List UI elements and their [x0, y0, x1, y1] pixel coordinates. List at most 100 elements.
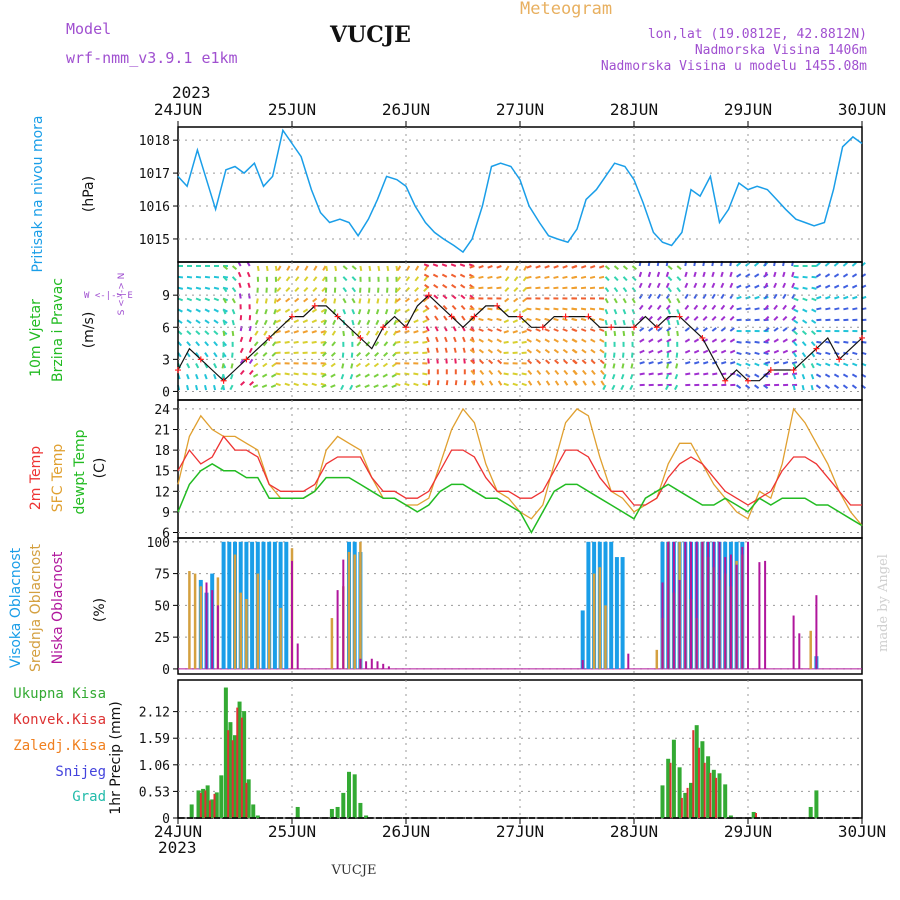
y-tick-label: 24	[154, 403, 170, 418]
cloud-bar-low	[291, 560, 293, 669]
precip-bar-total	[660, 785, 665, 818]
meteogram-title: Meteogram	[520, 0, 612, 19]
precip-bar-convective	[686, 787, 689, 818]
y-tick-label: 1015	[139, 233, 170, 248]
cloud-ylabel-high: Visoka Oblacnost	[8, 547, 24, 668]
precip-bar-total	[723, 784, 728, 818]
precip-bar-total	[196, 790, 201, 818]
precip-bar-convective	[240, 717, 243, 818]
y-tick-label: 15	[154, 465, 170, 480]
precip-bar-total	[814, 790, 819, 818]
wind-speed-marker	[311, 302, 318, 309]
wind-speed-marker	[403, 324, 409, 331]
wind-speed-marker	[266, 334, 273, 341]
cloud-bar-low	[690, 541, 692, 669]
wind-speed-marker	[539, 324, 546, 331]
y-tick-label: 3	[162, 353, 170, 368]
x-tick-label-top: 28JUN	[610, 100, 658, 119]
x-tick-label-top: 24JUN	[154, 100, 202, 119]
wind-speed-marker	[425, 292, 432, 299]
y-tick-label: 0	[162, 385, 170, 400]
cloud-bar-low	[792, 615, 795, 669]
cloud-bar-low	[342, 559, 345, 669]
precip-bar-total	[671, 739, 676, 818]
temp-ylabel-2m: 2m Temp	[28, 446, 44, 510]
cloud-bar-mid	[233, 554, 237, 669]
y-tick-label: 0	[162, 812, 170, 827]
cloud-bar-mid	[239, 592, 242, 669]
pressure-unit: (hPa)	[81, 176, 97, 212]
dewpt-line	[177, 463, 863, 535]
y-tick-label: 1018	[139, 134, 170, 149]
wind-speed-marker	[197, 356, 204, 363]
cloud-bar-low	[581, 660, 584, 669]
precip-bar-convective	[692, 730, 695, 818]
precip-bar-total	[214, 792, 219, 818]
wind-compass-vertical: S <-|-> N	[117, 273, 127, 316]
cloud-bar-low	[678, 579, 681, 669]
precip-bar-convective	[227, 730, 230, 818]
precip-bar-total	[700, 741, 705, 818]
y-tick-label: 21	[154, 424, 170, 439]
precip-legend-label-4: Grad	[72, 789, 106, 805]
precip-bar-total	[329, 808, 334, 818]
temp-unit: (C)	[92, 458, 108, 479]
model-name: wrf-nmm_v3.9.1 e1km	[66, 49, 238, 67]
cloud-bar-mid	[353, 554, 356, 669]
wind-speed-marker	[836, 356, 843, 363]
cloud-bar-low	[741, 546, 744, 669]
precip-bar-total	[751, 811, 756, 818]
wind-speed-marker	[676, 313, 683, 320]
cloud-bar-low	[370, 658, 373, 669]
model-altitude-text: Nadmorska Visina u modelu 1455.08m	[601, 59, 867, 74]
precip-bar-total	[352, 774, 357, 818]
precip-bar-total	[295, 806, 300, 818]
cloud-bar-high	[261, 541, 266, 669]
wind-speed-marker	[334, 313, 341, 320]
x-tick-label-bottom: 24JUN	[154, 822, 202, 841]
precip-bar-total	[711, 769, 716, 818]
cloud-bar-high	[580, 610, 585, 669]
altitude-text: Nadmorska Visina 1406m	[695, 43, 867, 58]
precip-legend-label-3: Snijeg	[55, 764, 106, 780]
cloud-bar-low	[661, 582, 664, 669]
precip-bar-convective	[236, 707, 239, 818]
y-tick-label: 1016	[139, 200, 170, 215]
precip-bar-total	[728, 815, 733, 818]
wind-speed-marker	[585, 313, 592, 320]
cloud-bar-mid	[655, 649, 659, 669]
temp-ylabel-dewpt: dewpt Temp	[72, 429, 88, 514]
wind-speed-marker	[243, 356, 250, 363]
year-bottom: 2023	[158, 838, 197, 857]
x-tick-label-top: 25JUN	[268, 100, 316, 119]
cloud-bar-low	[735, 564, 738, 669]
precip-bar-total	[233, 735, 237, 818]
precip-bar-convective	[245, 782, 248, 818]
y-tick-label: 12	[154, 485, 170, 500]
cloud-bar-high	[586, 541, 591, 669]
cloud-bar-low	[747, 541, 749, 669]
precip-bar-total	[706, 756, 711, 818]
y-tick-label: 9	[162, 289, 170, 304]
cloud-bar-low	[365, 661, 368, 669]
precip-legend-label-1: Konvek.Kisa	[13, 712, 106, 728]
wind-speed-marker	[220, 377, 227, 384]
x-tick-label-bottom: 27JUN	[496, 822, 544, 841]
x-tick-label-top: 30JUN	[838, 100, 886, 119]
y-tick-label: 6	[162, 527, 170, 542]
y-tick-label: 18	[154, 444, 170, 459]
wind-speed-marker	[767, 367, 774, 374]
wind-compass-label: W <-|-> E	[84, 291, 133, 301]
wind-speed-marker	[813, 345, 820, 352]
cloud-bar-low	[382, 663, 385, 669]
cloud-bar-mid	[809, 630, 812, 669]
wind-speed-marker	[608, 324, 615, 331]
wind-unit: (m/s)	[81, 312, 97, 349]
wind-speed-marker	[175, 367, 181, 374]
cloud-bar-mid	[604, 605, 607, 669]
precip-bar-total	[201, 788, 206, 818]
y-tick-label: 1.59	[139, 732, 170, 747]
cloud-bar-low	[764, 560, 767, 669]
precip-bar-total	[341, 792, 346, 818]
y-tick-label: 0.53	[139, 785, 170, 800]
